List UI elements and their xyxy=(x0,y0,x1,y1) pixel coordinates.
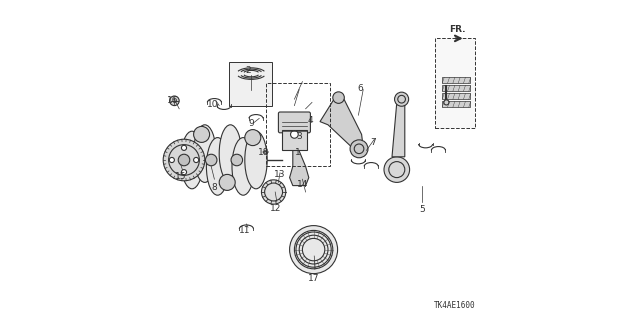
Circle shape xyxy=(384,157,410,182)
Bar xyxy=(442,101,470,107)
Bar xyxy=(442,77,470,83)
Ellipse shape xyxy=(206,138,229,195)
FancyBboxPatch shape xyxy=(229,62,272,106)
Circle shape xyxy=(231,154,243,166)
Text: 17: 17 xyxy=(308,274,319,283)
Ellipse shape xyxy=(232,138,254,195)
Text: 6: 6 xyxy=(357,84,363,92)
Circle shape xyxy=(182,145,187,150)
Text: 10: 10 xyxy=(207,100,218,108)
Circle shape xyxy=(245,130,261,146)
Ellipse shape xyxy=(263,151,268,153)
Bar xyxy=(442,93,470,99)
Text: 11: 11 xyxy=(239,226,250,235)
Circle shape xyxy=(205,154,217,166)
Ellipse shape xyxy=(194,125,216,182)
FancyBboxPatch shape xyxy=(278,112,310,133)
Ellipse shape xyxy=(245,131,268,189)
Text: 8: 8 xyxy=(212,183,217,192)
Circle shape xyxy=(394,92,409,106)
Circle shape xyxy=(178,154,189,166)
Circle shape xyxy=(169,157,174,163)
Bar xyxy=(442,85,470,91)
FancyBboxPatch shape xyxy=(282,130,307,150)
Text: TK4AE1600: TK4AE1600 xyxy=(433,301,475,310)
Circle shape xyxy=(163,139,205,181)
Circle shape xyxy=(444,100,449,105)
Circle shape xyxy=(170,96,179,106)
Text: 4: 4 xyxy=(308,116,313,124)
Circle shape xyxy=(193,126,210,142)
Text: 7: 7 xyxy=(370,138,376,147)
Ellipse shape xyxy=(181,131,204,189)
Circle shape xyxy=(290,226,338,274)
Circle shape xyxy=(262,180,286,204)
Text: 18: 18 xyxy=(259,148,269,156)
Circle shape xyxy=(182,170,187,175)
Circle shape xyxy=(350,140,368,158)
Text: 5: 5 xyxy=(420,205,425,214)
Polygon shape xyxy=(392,102,405,157)
Text: 9: 9 xyxy=(248,119,254,128)
Circle shape xyxy=(333,92,344,103)
Text: 3: 3 xyxy=(296,132,302,140)
Circle shape xyxy=(219,174,236,190)
Circle shape xyxy=(193,157,198,163)
Polygon shape xyxy=(320,96,364,150)
Text: 14: 14 xyxy=(297,180,308,188)
Polygon shape xyxy=(290,147,308,186)
Text: 13: 13 xyxy=(275,170,285,179)
Text: 15: 15 xyxy=(175,172,186,180)
Ellipse shape xyxy=(219,125,242,182)
Text: 2: 2 xyxy=(245,66,251,75)
Text: 1: 1 xyxy=(295,148,300,156)
FancyBboxPatch shape xyxy=(435,38,475,128)
Text: 12: 12 xyxy=(269,204,281,212)
Circle shape xyxy=(291,131,298,138)
Text: FR.: FR. xyxy=(450,25,466,34)
Text: 16: 16 xyxy=(167,96,179,105)
